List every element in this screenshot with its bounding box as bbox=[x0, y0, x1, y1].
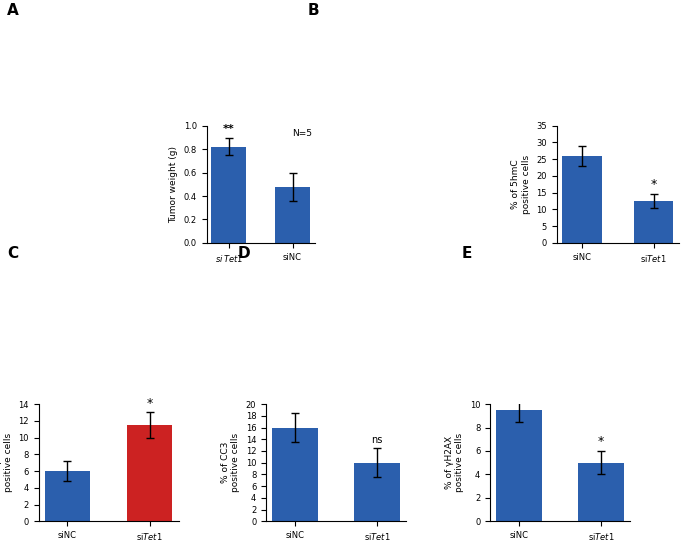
Y-axis label: % of pHH3
positive cells: % of pHH3 positive cells bbox=[0, 433, 13, 492]
Text: A: A bbox=[7, 3, 19, 17]
Text: *: * bbox=[146, 397, 153, 410]
Text: ns: ns bbox=[372, 435, 383, 445]
Bar bbox=[127, 425, 172, 521]
Text: C: C bbox=[7, 246, 18, 260]
Bar bbox=[496, 410, 542, 521]
Bar bbox=[272, 428, 318, 521]
Y-axis label: % of CC3
positive cells: % of CC3 positive cells bbox=[220, 433, 240, 492]
Text: *: * bbox=[598, 435, 604, 448]
Bar bbox=[562, 156, 601, 243]
Bar bbox=[634, 201, 673, 243]
Bar bbox=[354, 462, 400, 521]
Text: D: D bbox=[238, 246, 251, 260]
Y-axis label: % of γH2AX
positive cells: % of γH2AX positive cells bbox=[444, 433, 464, 492]
Y-axis label: % of 5hmC
positive cells: % of 5hmC positive cells bbox=[511, 155, 531, 214]
Text: B: B bbox=[308, 3, 320, 17]
Bar bbox=[275, 187, 310, 243]
Text: **: ** bbox=[223, 124, 235, 134]
Bar bbox=[211, 147, 246, 243]
Y-axis label: Tumor weight (g): Tumor weight (g) bbox=[169, 146, 178, 223]
Text: N=5: N=5 bbox=[292, 129, 312, 138]
Bar bbox=[45, 471, 90, 521]
Text: E: E bbox=[462, 246, 472, 260]
Text: *: * bbox=[650, 178, 657, 191]
Bar bbox=[578, 462, 624, 521]
